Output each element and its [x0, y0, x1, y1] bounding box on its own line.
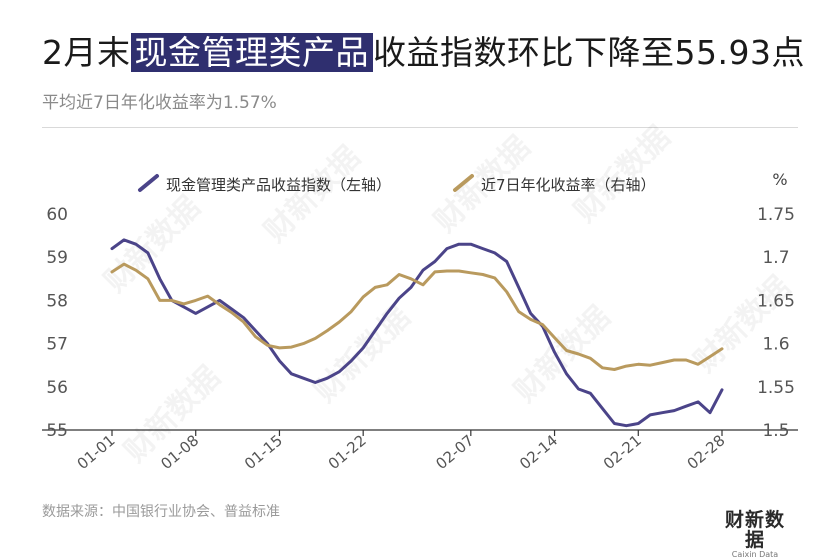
x-tick-label-2: 01-15 — [241, 431, 286, 473]
line-chart: 现金管理类产品收益指数（左轴） 近7日年化收益率（右轴） % 55 56 57 58 59 60… — [42, 170, 798, 473]
series-line-yield — [110, 262, 724, 371]
logo-subtext: Caixin Data — [731, 550, 779, 559]
x-tick-label-7: 02-28 — [684, 431, 729, 473]
left-tick-label-0: 55 — [46, 421, 68, 441]
right-axis-unit: % — [772, 170, 787, 189]
left-tick-label-4: 59 — [46, 248, 68, 268]
series-line-index — [110, 238, 724, 428]
right-tick-label-2: 1.6 — [762, 335, 789, 355]
title-prefix: 2月末 — [42, 33, 131, 72]
caixin-data-logo: 财新数据 Caixin Data — [716, 510, 794, 560]
data-source: 数据来源：中国银行业协会、普益标准 — [42, 504, 280, 520]
x-tick-label-3: 01-22 — [325, 431, 370, 473]
chart-subtitle: 平均近7日年化收益率为1.57% — [42, 93, 277, 113]
right-tick-label-4: 1.7 — [762, 248, 789, 268]
chart-title: 2月末 现金管理类产品 收益指数环比下降至55.93点 — [42, 26, 805, 74]
legend-label-index: 现金管理类产品收益指数（左轴） — [166, 176, 391, 194]
left-tick-label-1: 56 — [46, 378, 68, 398]
legend-swatch-index — [138, 174, 159, 192]
title-highlight: 现金管理类产品 — [130, 33, 373, 72]
x-tick-label-0: 01-01 — [74, 431, 119, 473]
right-tick-label-3: 1.65 — [757, 291, 795, 311]
right-tick-label-0: 1.5 — [762, 421, 789, 441]
title-divider — [42, 127, 798, 128]
title-suffix: 收益指数环比下降至55.93点 — [373, 33, 805, 72]
left-tick-label-3: 58 — [46, 291, 68, 311]
right-tick-label-1: 1.55 — [757, 378, 795, 398]
x-tick-label-1: 01-08 — [157, 431, 202, 473]
x-tick-label-6: 02-21 — [600, 431, 645, 473]
x-tick-label-4: 02-07 — [432, 431, 477, 473]
left-tick-label-5: 60 — [46, 205, 68, 225]
right-tick-label-5: 1.75 — [757, 205, 795, 225]
left-tick-label-2: 57 — [46, 335, 68, 355]
x-tick-label-5: 02-14 — [516, 431, 561, 473]
legend-label-yield: 近7日年化收益率（右轴） — [481, 176, 656, 194]
legend-swatch-yield — [453, 174, 474, 192]
logo-text: 财新数据 — [724, 509, 785, 551]
